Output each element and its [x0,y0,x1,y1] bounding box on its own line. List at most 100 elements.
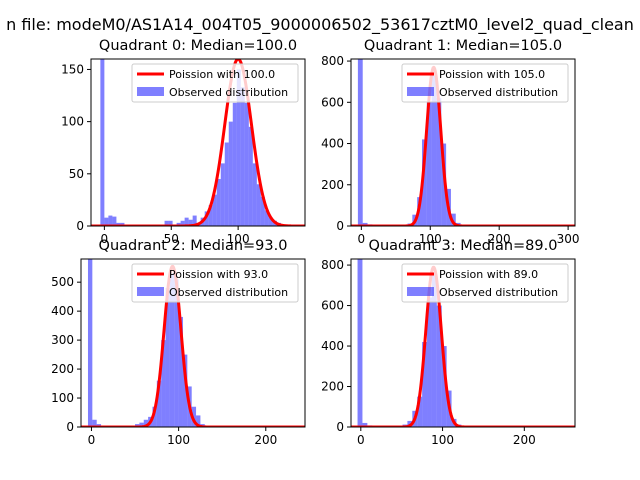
subplot-title: Quadrant 3: Median=89.0 [369,238,558,254]
y-tick-label: 300 [51,333,74,347]
legend-label-observed: Observed distribution [439,86,558,99]
y-tick-label: 200 [321,178,344,192]
legend-label-observed: Observed distribution [169,86,288,99]
legend-box [131,63,299,103]
y-tick-label: 0 [76,219,84,233]
y-tick-label: 800 [321,54,344,68]
histogram-bar [152,406,157,427]
histogram-bar [232,102,237,226]
histogram-bar [168,220,173,226]
histogram-bar [196,415,201,427]
x-tick-label: 100 [227,232,250,246]
legend: Poission with 105.0 Observed distribution [401,63,569,103]
axes-frame [90,58,306,227]
x-tick-label: 100 [431,433,454,447]
legend-box [401,263,569,303]
axes-frame [350,258,576,428]
histogram-bar [104,217,109,226]
histogram-bar [362,222,368,226]
histogram-bar [436,98,442,226]
legend-box [401,63,569,103]
axes-frame [80,258,306,428]
subplot-0: 0 50 100 0 50 100 150 Quadrant 0: Median=100.0 P… [61,38,306,246]
histogram-bar [184,217,189,226]
histogram-bar [116,222,121,226]
legend-label-fit: Poission with 93.0 [169,268,268,281]
legend-bar-swatch [407,87,434,96]
histogram-bar [220,163,225,226]
y-tick-label: 0 [336,420,344,434]
histogram-bar [357,259,363,427]
histogram-bar [357,59,363,226]
legend: Poission with 89.0 Observed distribution [401,263,569,303]
histogram-bar [244,102,249,226]
y-tick-label: 50 [69,167,84,181]
subplot-title: Quadrant 1: Median=105.0 [364,38,562,54]
y-tick-label: 500 [51,275,74,289]
histogram-bar [112,216,117,226]
histogram-bar [87,259,93,427]
subplot-title: Quadrant 0: Median=100.0 [99,38,297,54]
histogram-bar [264,210,269,226]
histogram-bar [164,220,169,226]
histogram-bar [260,196,265,226]
histogram-bar [100,59,105,226]
y-tick-label: 400 [51,304,74,318]
histogram-bar [252,163,257,226]
x-tick-label: 50 [164,232,179,246]
y-tick-label: 0 [66,420,74,434]
x-tick-label: 100 [167,433,190,447]
y-tick-label: 0 [336,219,344,233]
histogram-bar [431,273,437,427]
y-tick-label: 100 [51,391,74,405]
histogram-bar [156,380,162,427]
x-tick-label: 200 [488,232,511,246]
subplot-1: 0 100 200 300 0 200 400 600 800 Quadrant 1: Media… [321,38,579,246]
y-tick-label: 100 [61,115,84,129]
axes-frame [350,58,576,227]
histogram-bar [182,354,188,427]
histogram-bar [169,273,175,427]
histogram-bar [431,75,437,226]
histogram-bar [178,316,183,427]
legend-label-fit: Poission with 89.0 [439,268,538,281]
histogram-bar [362,422,368,427]
plot-area [81,259,305,427]
histogram-bar [216,179,221,226]
x-tick-label: 300 [557,232,580,246]
histogram-bar [426,102,432,226]
x-tick-label: 0 [358,232,366,246]
histogram-bar [441,143,447,226]
histogram-bar [248,126,253,226]
legend-bar-swatch [407,287,434,296]
histogram-bar [188,219,193,226]
legend-label-observed: Observed distribution [439,286,558,299]
x-tick-label: 0 [88,433,96,447]
legend-label-fit: Poission with 105.0 [439,68,545,81]
histogram-bar [176,222,181,226]
histogram-bar [120,222,125,226]
histogram-bar [204,211,209,226]
histogram-bar [256,184,261,226]
histogram-bar [192,215,197,226]
histogram-bar [92,419,97,427]
plot-area [351,59,575,226]
histogram-bar [165,287,170,427]
legend: Poission with 93.0 Observed distribution [131,263,299,303]
histogram-bar [108,215,113,226]
subplot-title: Quadrant 2: Median=93.0 [99,238,288,254]
figure-suptitle: n file: modeM0/AS1A14_004T05_9000006502_… [6,15,634,35]
histogram-bar [240,87,245,226]
histogram-bar [228,121,233,226]
poisson-fit-line [91,59,305,226]
y-tick-label: 200 [51,362,74,376]
x-tick-label: 200 [254,433,277,447]
subplot-2: 0 100 200 0 100 200 300 400 500 Quadrant 2: Media… [51,238,306,447]
legend-bar-swatch [137,287,164,296]
x-tick-label: 0 [101,232,109,246]
x-tick-label: 200 [513,433,536,447]
legend-bar-swatch [137,87,164,96]
histogram-bar [180,220,185,226]
histogram-bar [421,139,427,226]
